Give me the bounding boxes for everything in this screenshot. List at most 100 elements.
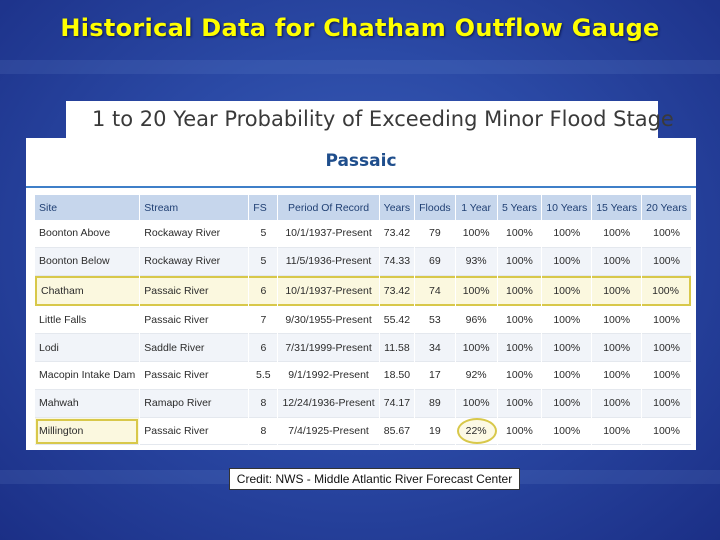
cell-floods: 19 [415,418,455,446]
cell-20-years: 100% [642,275,691,307]
cell-fs: 5 [249,220,278,248]
cell-20-years: 100% [642,418,691,446]
cell-years: 11.58 [379,334,415,362]
background-streak [0,60,720,74]
cell-years: 73.42 [379,275,415,307]
cell-fs: 8 [249,389,278,418]
cell-stream: Saddle River [140,334,249,362]
col-header-20-years: 20 Years [642,195,691,220]
table-row: Little Falls Passaic River 7 9/30/1955-P… [35,306,691,335]
table-row: Macopin Intake Dam Passaic River 5.5 9/1… [35,362,691,390]
cell-site: Macopin Intake Dam [35,362,140,390]
col-header-years: Years [379,195,415,220]
cell-fs: 6 [249,334,278,362]
cell-10-years: 100% [542,275,592,307]
cell-15-years: 100% [592,362,642,390]
cell-1-year-value: 22% [465,424,487,437]
cell-period: 9/1/1992-Present [278,362,379,390]
cell-site: Boonton Below [35,247,140,276]
cell-5-years: 100% [497,275,542,307]
cell-period: 10/1/1937-Present [278,275,379,307]
cell-20-years: 100% [642,306,691,335]
table-row: Boonton Above Rockaway River 5 10/1/1937… [35,220,691,248]
cell-10-years: 100% [542,220,592,248]
cell-years: 74.33 [379,247,415,276]
table-group-title: Passaic [26,138,696,188]
chart-subtitle: 1 to 20 Year Probability of Exceeding Mi… [66,101,674,138]
cell-15-years: 100% [592,389,642,418]
cell-20-years: 100% [642,220,691,248]
table-row: Mahwah Ramapo River 8 12/24/1936-Present… [35,389,691,418]
col-header-fs: FS [249,195,278,220]
cell-floods: 17 [415,362,455,390]
col-header-site: Site [35,195,140,220]
col-header-10-years: 10 Years [542,195,592,220]
highlight-oval [456,417,497,444]
cell-floods: 69 [415,247,455,276]
cell-1-year: 100% [455,220,497,248]
cell-floods: 53 [415,306,455,335]
cell-10-years: 100% [542,389,592,418]
cell-20-years: 100% [642,334,691,362]
cell-fs: 6 [249,275,278,307]
cell-fs: 8 [249,418,278,446]
cell-floods: 74 [415,275,455,307]
cell-site: Boonton Above [35,220,140,248]
cell-period: 9/30/1955-Present [278,306,379,335]
cell-period: 12/24/1936-Present [278,389,379,418]
cell-site-highlighted: Millington [35,417,140,446]
flood-table-panel: Passaic Site Stream FS Period Of Record … [26,138,696,450]
cell-10-years: 100% [542,247,592,276]
cell-15-years: 100% [592,334,642,362]
cell-10-years: 100% [542,418,592,446]
table-row-highlighted: Chatham Passaic River 6 10/1/1937-Presen… [35,275,691,307]
cell-15-years: 100% [592,418,642,446]
table-header-row: Site Stream FS Period Of Record Years Fl… [35,195,691,220]
cell-floods: 89 [415,389,455,418]
cell-years: 74.17 [379,389,415,418]
slide-title: Historical Data for Chatham Outflow Gaug… [60,14,660,42]
col-header-floods: Floods [415,195,455,220]
cell-5-years: 100% [497,334,542,362]
cell-5-years: 100% [497,389,542,418]
cell-1-year: 100% [455,334,497,362]
cell-stream: Passaic River [140,362,249,390]
table-row: Millington Passaic River 8 7/4/1925-Pres… [35,417,691,446]
cell-10-years: 100% [542,306,592,335]
cell-stream: Passaic River [140,306,249,335]
credit-caption: Credit: NWS - Middle Atlantic River Fore… [229,468,520,490]
table-row: Boonton Below Rockaway River 5 11/5/1936… [35,247,691,276]
cell-stream: Passaic River [140,418,249,446]
col-header-period: Period Of Record [278,195,379,220]
cell-15-years: 100% [592,275,642,307]
cell-1-year: 93% [455,247,497,276]
cell-stream: Rockaway River [140,220,249,248]
cell-10-years: 100% [542,362,592,390]
cell-site: Mahwah [35,389,140,418]
col-header-1-year: 1 Year [455,195,497,220]
cell-stream: Ramapo River [140,389,249,418]
cell-15-years: 100% [592,247,642,276]
cell-years: 55.42 [379,306,415,335]
col-header-stream: Stream [140,195,249,220]
cell-period: 11/5/1936-Present [278,247,379,276]
cell-site: Little Falls [35,306,140,335]
cell-site: Chatham [35,275,140,307]
cell-1-year: 96% [455,306,497,335]
table-row: Lodi Saddle River 6 7/31/1999-Present 11… [35,334,691,362]
cell-stream: Rockaway River [140,247,249,276]
cell-5-years: 100% [497,418,542,446]
cell-1-year-circled: 22% [455,417,497,446]
cell-years: 85.67 [379,418,415,446]
cell-20-years: 100% [642,362,691,390]
cell-site: Lodi [35,334,140,362]
cell-floods: 79 [415,220,455,248]
cell-1-year: 100% [455,389,497,418]
cell-years: 18.50 [379,362,415,390]
cell-20-years: 100% [642,389,691,418]
cell-5-years: 100% [497,247,542,276]
cell-stream: Passaic River [140,275,249,307]
cell-fs: 7 [249,306,278,335]
cell-15-years: 100% [592,306,642,335]
cell-fs: 5 [249,247,278,276]
